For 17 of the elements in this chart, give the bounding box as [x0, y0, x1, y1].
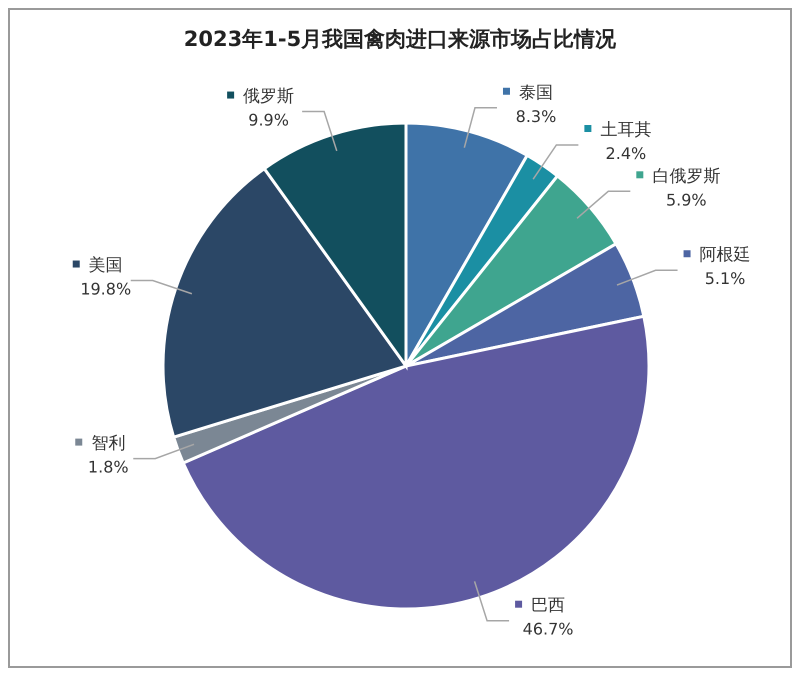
legend-label: 智利: [91, 434, 126, 454]
legend-label: 土耳其: [600, 120, 652, 140]
data-label: 46.7%: [522, 620, 574, 639]
data-label: 8.3%: [516, 106, 556, 126]
legend-label: 美国: [88, 256, 123, 276]
data-label: 2.4%: [606, 144, 646, 164]
legend-label: 俄罗斯: [243, 86, 294, 107]
legend-label: 白俄罗斯: [652, 166, 720, 186]
legend-label: 阿根廷: [700, 245, 751, 266]
data-label: 9.9%: [248, 110, 289, 130]
chart-title: 2023年1-5月我国禽肉进口来源市场占比情况: [184, 27, 618, 51]
legend-label: 巴西: [531, 596, 566, 616]
legend-label: 泰国: [518, 82, 553, 103]
data-label: 19.8%: [80, 280, 132, 299]
data-label: 5.1%: [704, 269, 746, 288]
data-label: 5.9%: [666, 190, 707, 210]
data-label: 1.8%: [88, 458, 129, 477]
